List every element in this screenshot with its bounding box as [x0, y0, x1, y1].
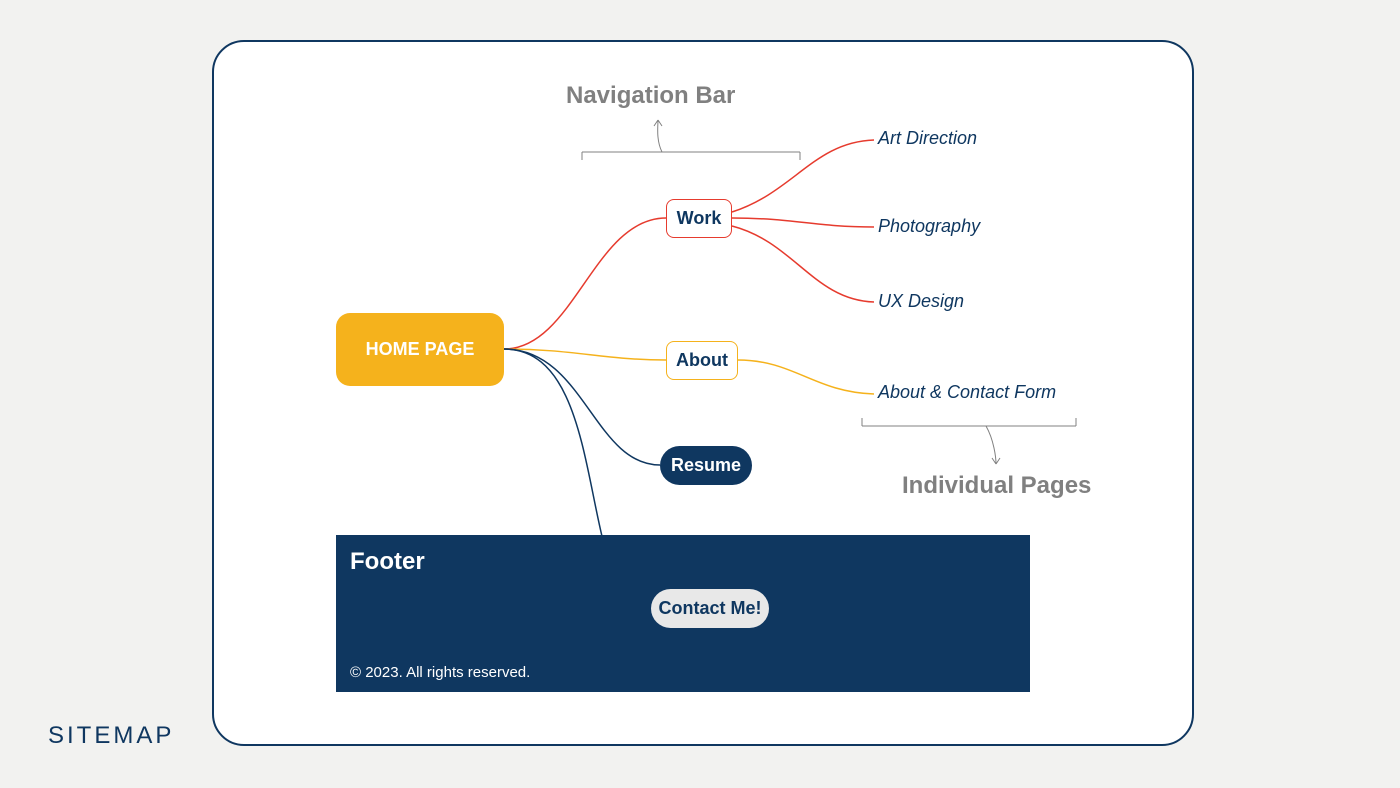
section-node-about: About: [666, 341, 738, 380]
leaf-ux-design: UX Design: [878, 291, 964, 312]
annotation-individual-pages: Individual Pages: [902, 472, 1091, 500]
sitemap-frame: Footer © 2023. All rights reserved. HOME…: [212, 40, 1194, 746]
section-node-work: Work: [666, 199, 732, 238]
section-node-resume: Resume: [660, 446, 752, 485]
footer-copyright: © 2023. All rights reserved.: [350, 664, 530, 681]
footer-title: Footer: [350, 548, 425, 576]
leaf-photography: Photography: [878, 216, 980, 237]
section-node-contact: Contact Me!: [651, 589, 769, 628]
annotation-nav-bar: Navigation Bar: [566, 82, 735, 110]
page-label: SITEMAP: [48, 722, 174, 750]
leaf-art-direction: Art Direction: [878, 128, 977, 149]
root-node-home: HOME PAGE: [336, 313, 504, 386]
leaf-about-contact: About & Contact Form: [878, 382, 1056, 403]
